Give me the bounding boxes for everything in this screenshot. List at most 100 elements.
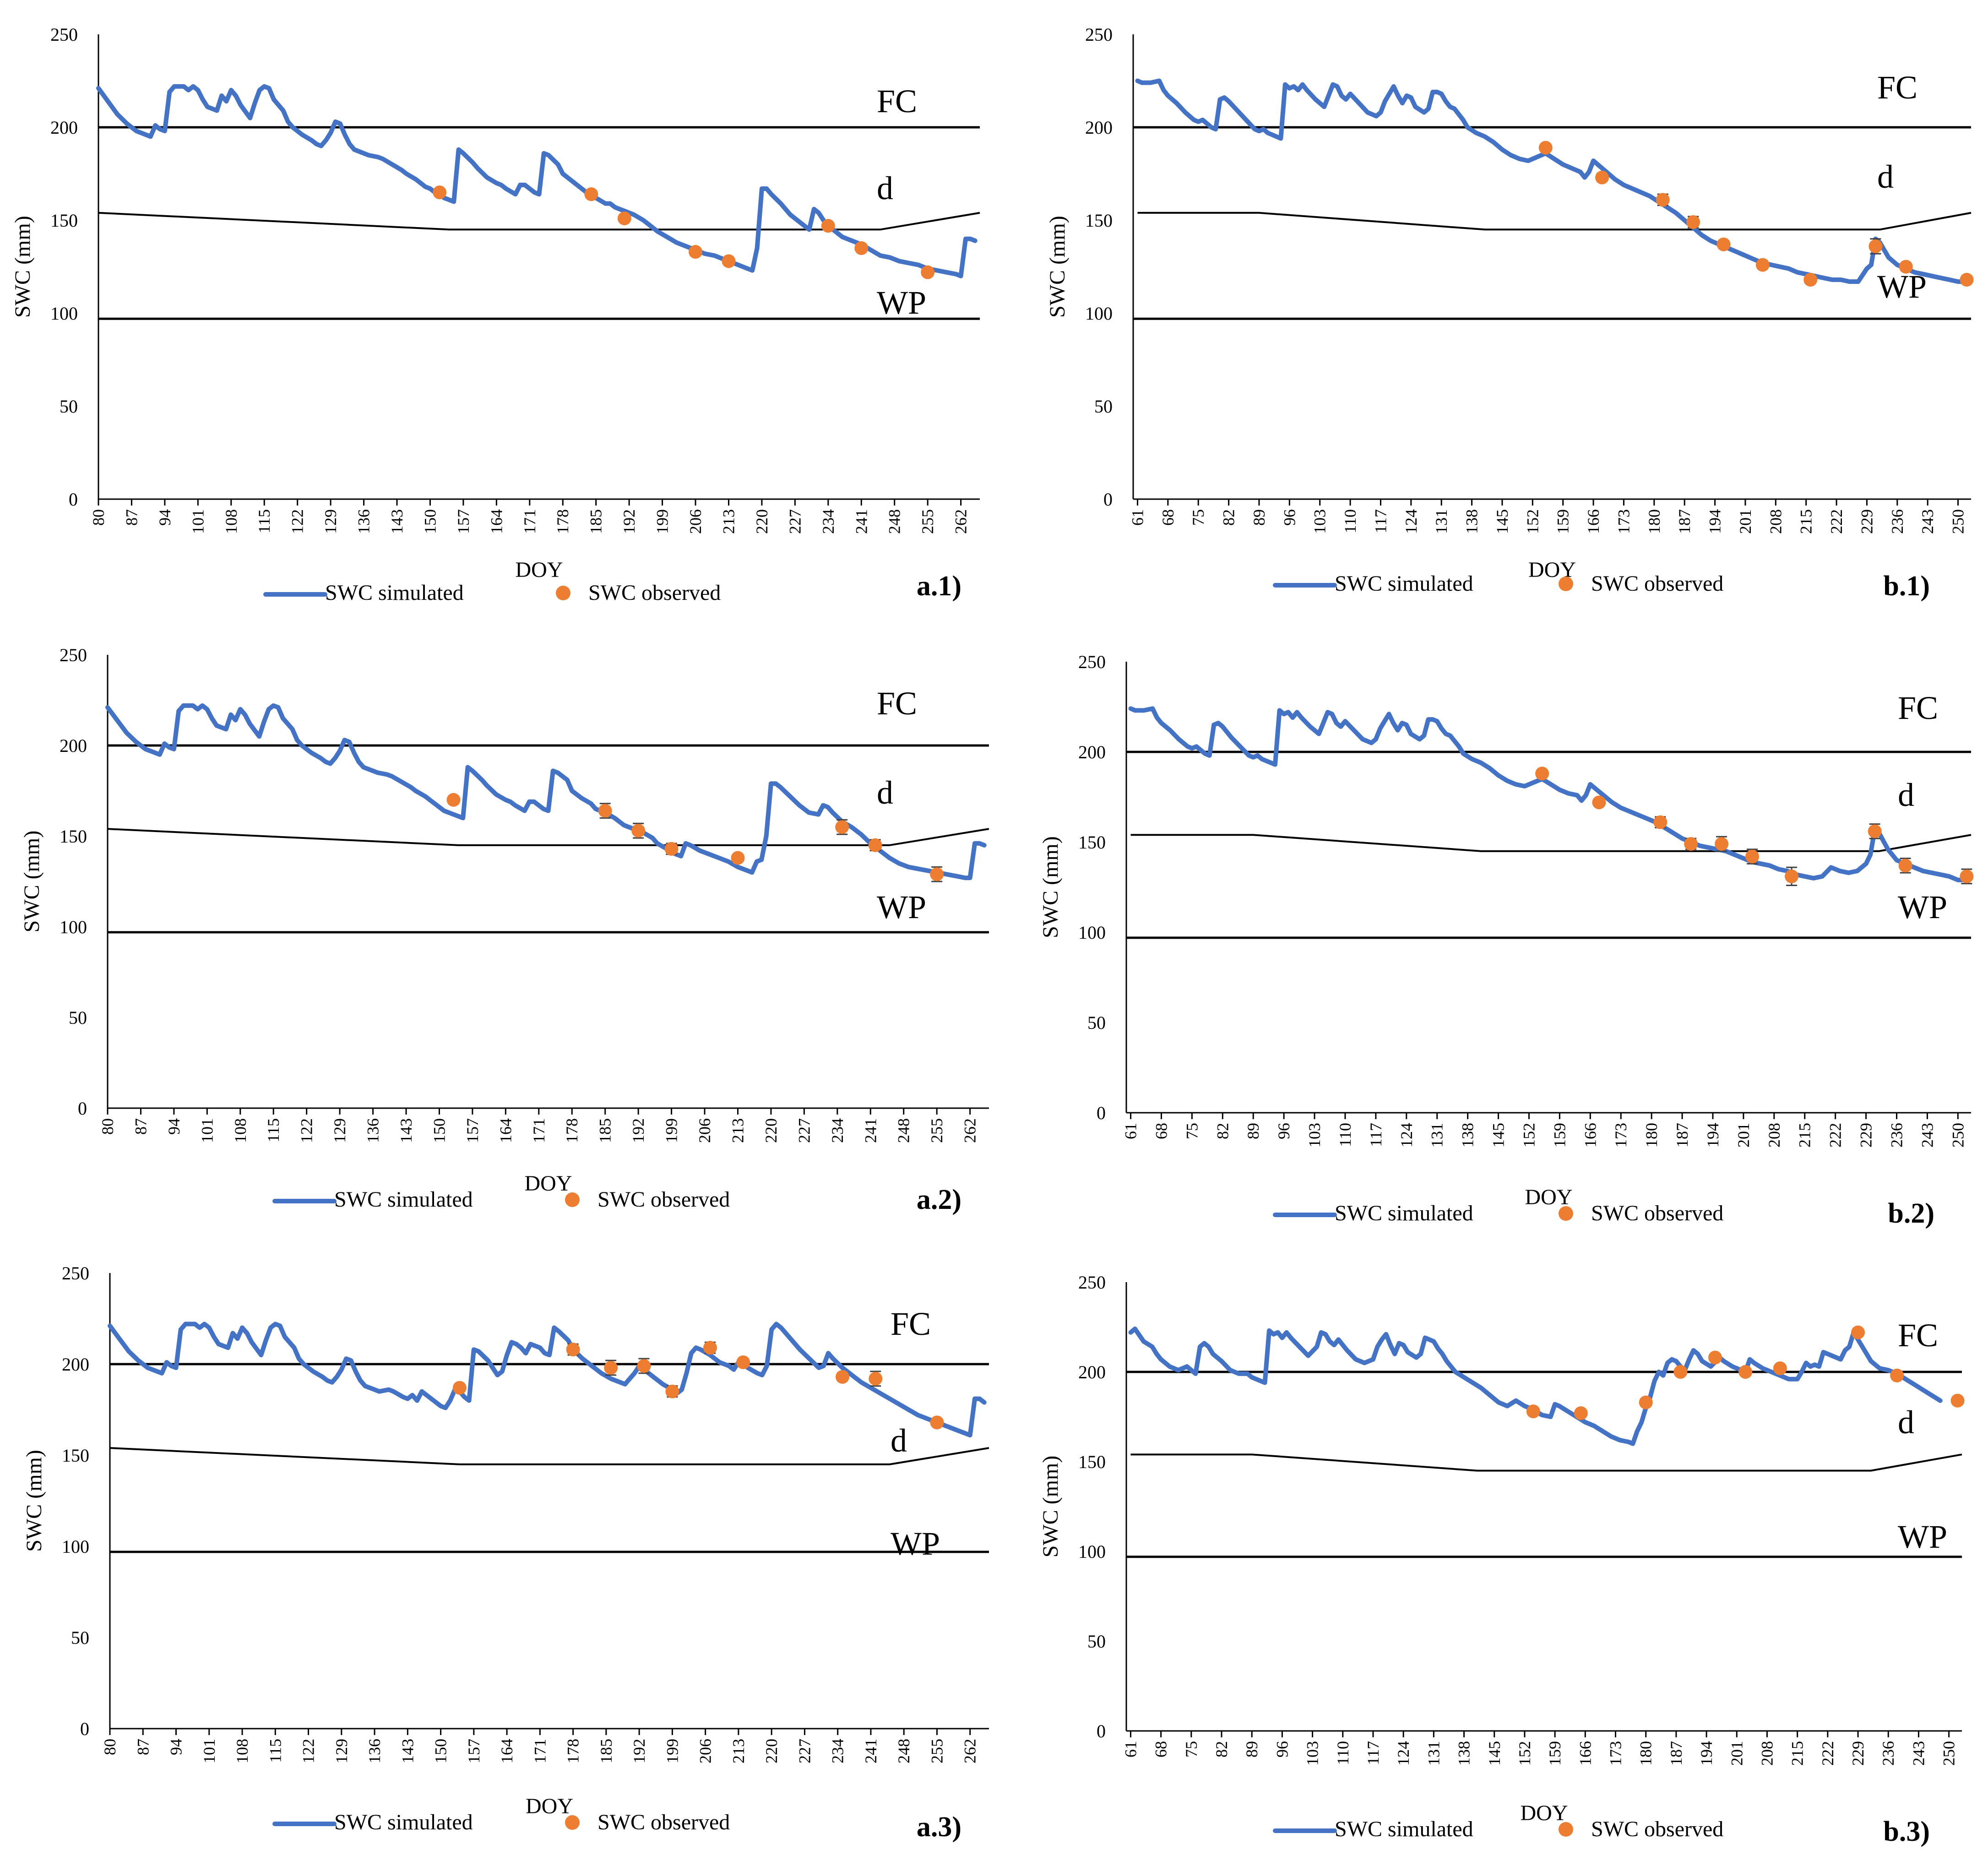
y-tick-label: 100 [62,1536,89,1557]
y-axis-title: SWC (mm) [22,1450,46,1552]
swc-observed-point [1639,1395,1653,1409]
swc-observed-point [1574,1406,1588,1420]
y-tick-label: 150 [62,1445,89,1466]
panel-label: a.1) [917,571,961,602]
x-tick-label: 192 [630,1739,648,1763]
x-tick-label: 115 [266,1739,284,1763]
x-tick-label: 150 [421,509,439,534]
x-tick-label: 208 [1766,509,1785,534]
x-tick-label: 206 [695,1118,714,1143]
y-axis-title: SWC (mm) [1045,216,1070,318]
swc-simulated-line [108,1322,987,1438]
legend-circle-marker-icon [565,1192,580,1207]
legend-simulated-label: SWC simulated [1335,1201,1473,1225]
x-tick-label: 159 [1550,1123,1569,1148]
x-tick-label: 180 [1642,1123,1661,1148]
chart-panel-b3: 0 50 100 150 200 250 61 68 75 82 89 96 103 110 117 124 1… [1038,1272,1965,1847]
x-tick-label: 164 [496,1118,515,1143]
fc-label: FC [877,685,917,722]
x-tick-label: 108 [222,509,240,534]
fc-label: FC [877,83,917,120]
x-tick-label: 201 [1736,509,1754,534]
y-tick-label: 0 [1097,1721,1106,1741]
x-tick-label: 143 [398,1739,417,1763]
y-tick-label: 100 [1085,303,1113,324]
swc-observed-point [604,1360,618,1375]
x-tick-label: 243 [1918,509,1937,534]
x-tick-label: 143 [388,509,406,534]
x-tick-label: 222 [1819,1741,1837,1766]
x-tick-label: 173 [1612,1123,1630,1148]
x-tick-label: 94 [167,1739,185,1755]
y-tick-label: 50 [1094,396,1113,417]
y-tick-label: 250 [1085,24,1113,45]
y-tick-label: 100 [1078,1541,1106,1562]
x-tick-label: 152 [1515,1741,1534,1766]
x-axis-title: DOY [1525,1185,1573,1209]
x-tick-label: 250 [1940,1741,1958,1766]
x-tick-label: 136 [365,1739,384,1763]
y-tick-label: 250 [1078,1272,1106,1293]
x-tick-label: 248 [895,1739,913,1763]
x-tick-label: 68 [1159,509,1177,526]
x-tick-label: 152 [1523,509,1542,534]
y-tick-label: 0 [1097,1103,1106,1123]
x-tick-label: 171 [521,509,539,534]
x-tick-label: 80 [89,509,108,526]
swc-observed-point [1526,1404,1540,1419]
swc-observed-point [1851,1325,1865,1339]
x-tick-label: 164 [498,1739,516,1763]
x-tick-label: 164 [487,509,505,534]
d-line [1137,212,1972,231]
x-tick-label: 75 [1189,509,1207,526]
x-tick-label: 192 [629,1118,647,1143]
x-tick-label: 222 [1826,1123,1845,1148]
swc-observed-point [452,1381,467,1395]
swc-observed-point [703,1341,717,1355]
y-tick-label: 0 [69,489,78,510]
x-tick-label: 262 [952,509,970,534]
x-tick-label: 248 [885,509,904,534]
x-tick-label: 110 [1336,1123,1354,1147]
wp-label: WP [1898,889,1947,925]
x-tick-label: 157 [465,1739,483,1763]
y-tick-label: 0 [78,1098,87,1119]
x-tick-label: 117 [1371,509,1390,533]
x-tick-label: 215 [1796,1123,1814,1148]
swc-observed-point [1773,1361,1787,1376]
x-axis-title: DOY [516,558,563,582]
x-tick-label: 215 [1788,1741,1807,1766]
x-tick-label: 255 [928,1739,946,1763]
x-tick-label: 131 [1424,1741,1443,1766]
x-tick-label: 199 [663,1118,681,1143]
y-tick-label: 0 [1103,489,1113,510]
x-tick-label: 194 [1697,1741,1716,1766]
legend-observed-label: SWC observed [1591,571,1723,596]
x-tick-label: 124 [1402,509,1420,534]
x-tick-label: 143 [397,1118,415,1143]
swc-simulated-line [96,84,978,278]
x-tick-label: 234 [828,1118,847,1143]
y-tick-label: 50 [1087,1631,1106,1652]
x-tick-label: 150 [430,1118,448,1143]
legend-circle-marker-icon [1559,577,1573,591]
x-tick-label: 173 [1607,1741,1625,1766]
x-tick-label: 157 [463,1118,482,1143]
swc-observed-point [869,1371,883,1386]
legend-simulated-label: SWC simulated [334,1810,473,1834]
swc-observed-point [821,219,835,233]
swc-observed-point [835,820,849,834]
panel-label: a.2) [917,1184,961,1215]
swc-observed-point [1898,859,1912,873]
swc-observed-point [1785,869,1799,883]
y-tick-label: 100 [50,303,78,324]
x-tick-label: 101 [189,509,207,534]
x-tick-label: 213 [728,1118,747,1143]
y-tick-label: 150 [1078,832,1106,853]
d-label: d [877,170,893,207]
x-axis-title: DOY [526,1794,573,1818]
x-tick-label: 124 [1397,1123,1416,1148]
y-tick-label: 50 [1087,1012,1106,1033]
y-tick-label: 100 [60,917,87,937]
x-tick-label: 117 [1364,1741,1382,1765]
